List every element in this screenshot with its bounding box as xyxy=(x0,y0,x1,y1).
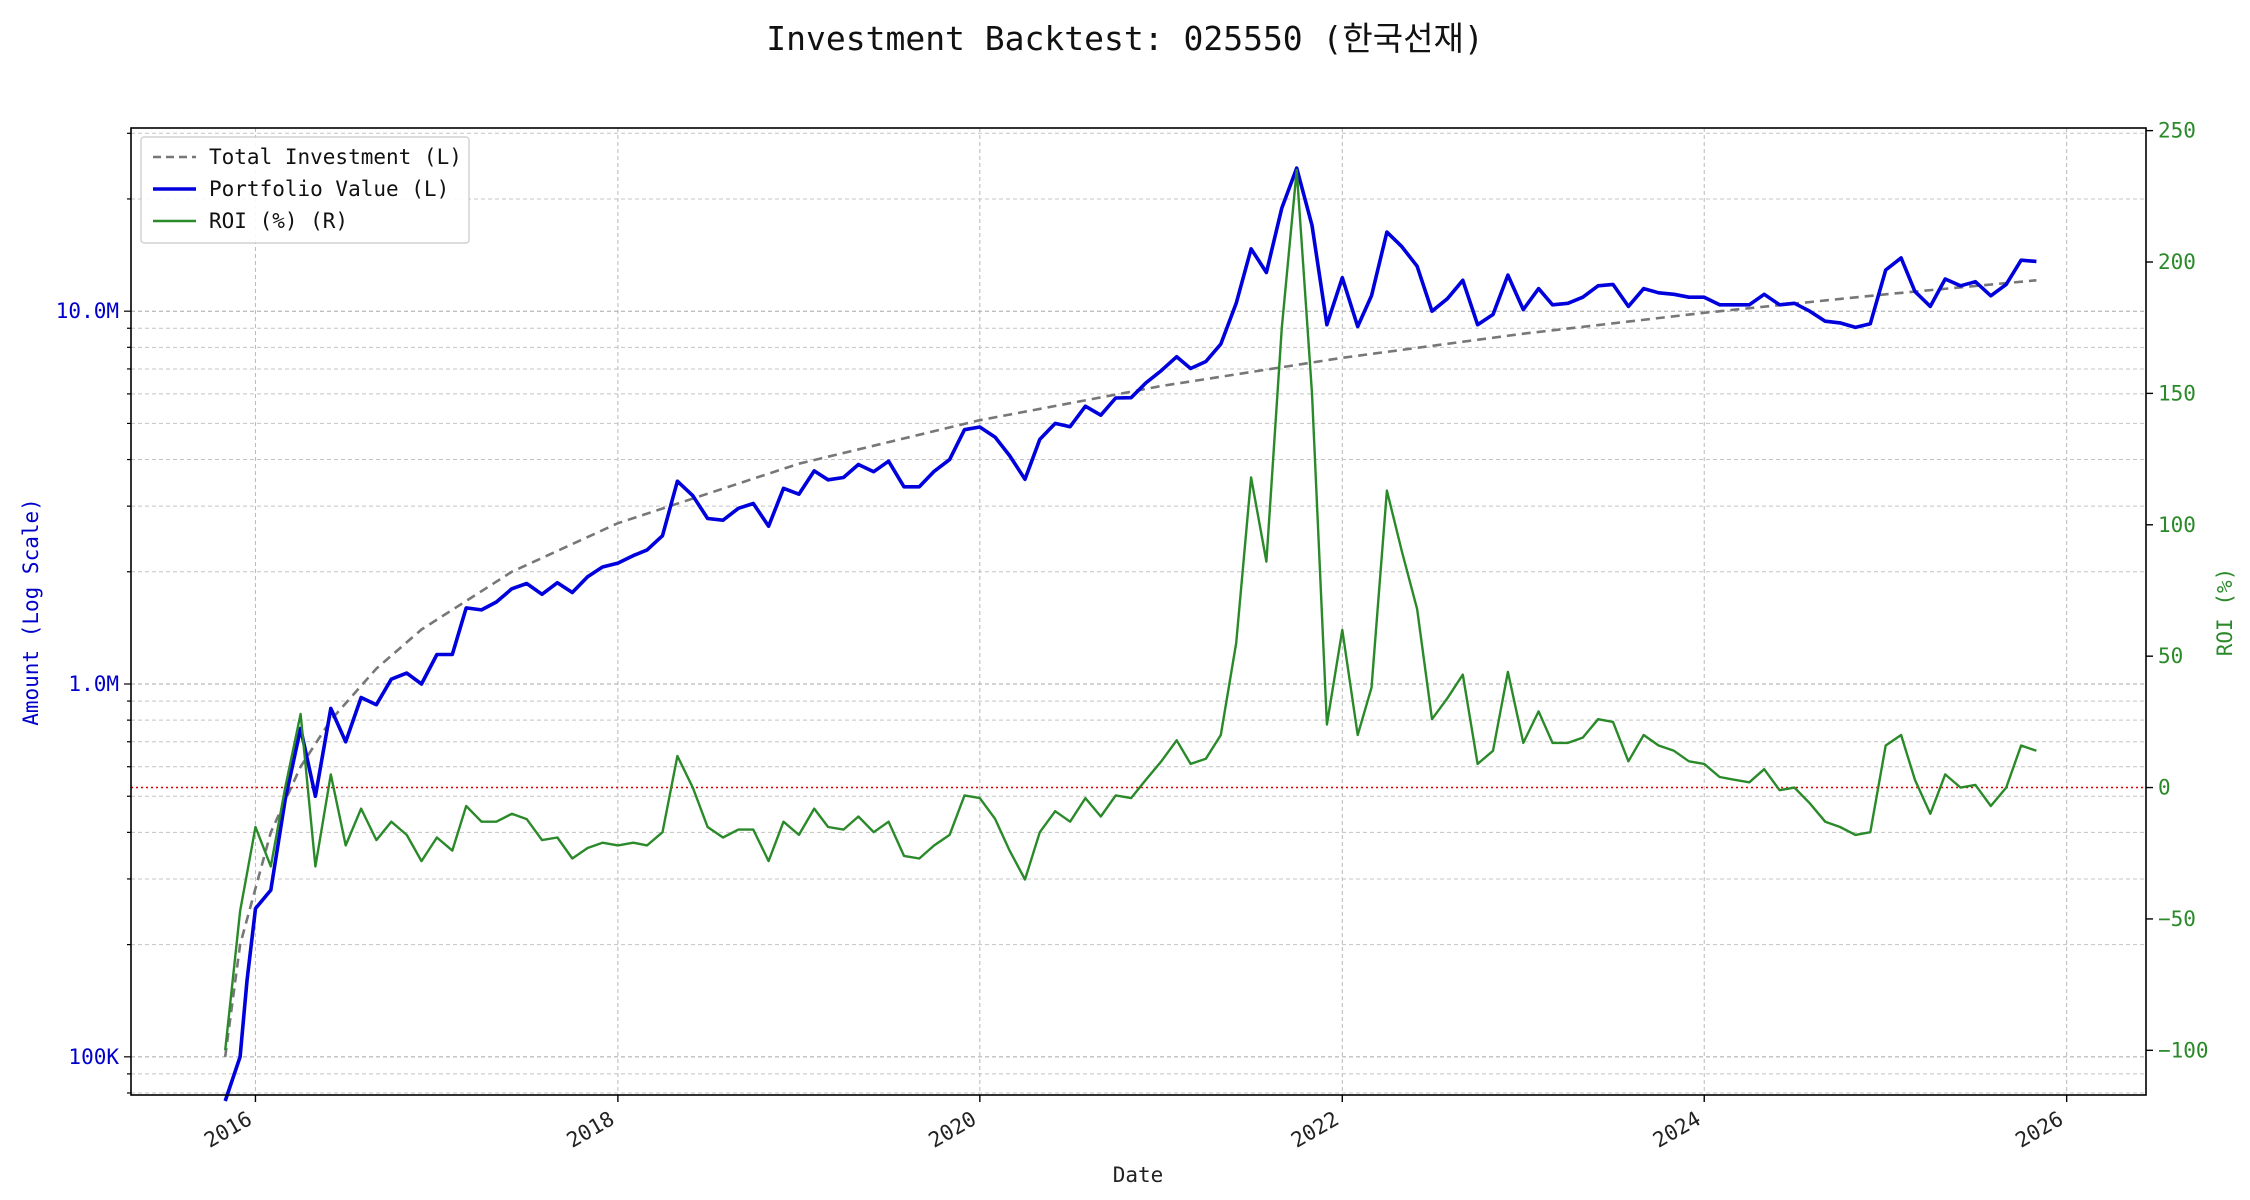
y-left-tick-label: 100K xyxy=(68,1045,119,1069)
y-right-tick-label: −100 xyxy=(2158,1038,2209,1062)
y-right-tick-label: 100 xyxy=(2158,513,2196,537)
chart-title: Investment Backtest: 025550 (한국선재) xyxy=(766,19,1484,58)
legend: Total Investment (L) Portfolio Value (L)… xyxy=(140,136,470,244)
legend-label-portfolio: Portfolio Value (L) xyxy=(209,177,449,201)
x-tick-label: 2018 xyxy=(563,1107,619,1153)
total-investment-line xyxy=(223,279,2037,1057)
grid-layer xyxy=(131,128,2146,1095)
y-axis-right-label: ROI (%) xyxy=(2213,568,2237,657)
y-right-tick-label: 50 xyxy=(2158,644,2183,668)
y-right-tick-label: −50 xyxy=(2158,907,2196,931)
y-right-tick-label: 250 xyxy=(2158,119,2196,143)
plot-frame xyxy=(130,127,2147,1096)
legend-box xyxy=(140,136,470,244)
x-tick-label: 2026 xyxy=(2011,1107,2067,1153)
x-tick-label: 2022 xyxy=(1287,1107,1343,1153)
y-right-tick-label: 0 xyxy=(2158,776,2171,800)
portfolio-value-line xyxy=(223,166,2037,1102)
x-tick-label: 2020 xyxy=(925,1107,981,1153)
x-tick-label: 2016 xyxy=(200,1107,256,1153)
y-left-tick-label: 10.0M xyxy=(56,299,119,323)
series-layer xyxy=(223,166,2037,1102)
roi-line xyxy=(224,168,2037,1051)
y-left-tick-label: 1.0M xyxy=(68,672,119,696)
y-right-tick-label: 150 xyxy=(2158,381,2196,405)
legend-label-investment: Total Investment (L) xyxy=(209,145,462,169)
legend-label-roi: ROI (%) (R) xyxy=(209,209,348,233)
x-axis-label: Date xyxy=(1113,1163,1164,1187)
y-right-tick-label: 200 xyxy=(2158,250,2196,274)
x-tick-label: 2024 xyxy=(1649,1107,1705,1153)
y-axis-left-label: Amount (Log Scale) xyxy=(19,498,43,726)
